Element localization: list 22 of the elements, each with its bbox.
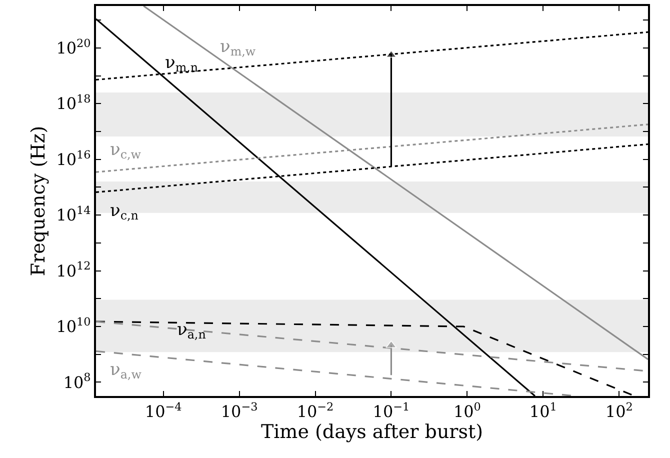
y-tick-label: 10$^{8}$	[63, 371, 91, 392]
y-tick-label: 10$^{10}$	[56, 315, 91, 336]
series-label: ν$_{a,w}$	[110, 360, 142, 382]
series-label: ν$_{c,n}$	[110, 201, 139, 223]
series-label: ν$_{c,w}$	[110, 140, 142, 162]
y-tick-label: 10$^{16}$	[56, 148, 91, 169]
x-tick-label: 10$^{−1}$	[372, 400, 410, 422]
x-tick-label: 10$^{−3}$	[220, 400, 258, 422]
x-tick-label: 10$^{−2}$	[296, 400, 334, 422]
series-label: ν$_{a,n}$	[177, 320, 206, 342]
y-tick-label: 10$^{20}$	[56, 36, 91, 58]
series-label: ν$_{m,n}$	[165, 53, 198, 75]
y-axis-title: Frequency (Hz)	[28, 126, 50, 276]
x-tick-label: 10$^{1}$	[529, 400, 557, 422]
x-axis-title: Time (days after burst)	[260, 421, 484, 444]
y-tick-label: 10$^{12}$	[56, 260, 91, 280]
x-tick-label: 10$^{−4}$	[144, 400, 182, 422]
x-tick-label: 10$^{0}$	[453, 400, 481, 422]
y-tick-label: 10$^{14}$	[56, 204, 91, 225]
series-label: ν$_{m,w}$	[220, 37, 256, 59]
y-tick-label: 10$^{18}$	[56, 92, 91, 114]
x-tick-label: 10$^{2}$	[605, 400, 633, 422]
